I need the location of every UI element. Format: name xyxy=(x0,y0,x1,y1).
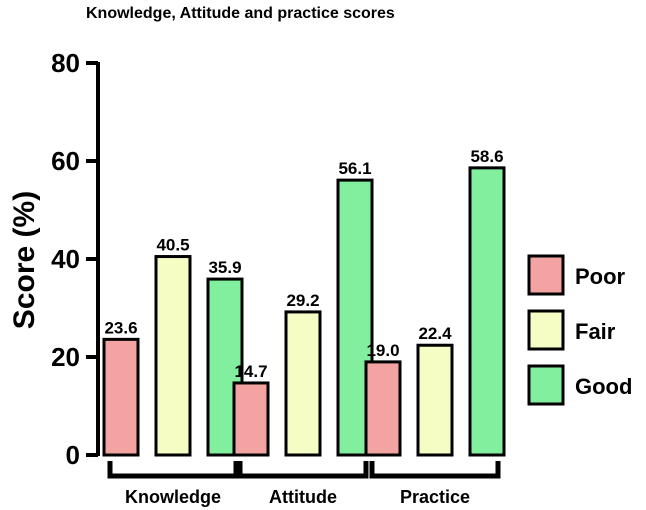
bars: 23.6 40.5 35.9 14.7 29.2 56.1 19.0 22.4 58.6 xyxy=(102,147,506,457)
bar-poor xyxy=(102,337,140,457)
legend: Poor Fair Good xyxy=(527,254,632,406)
data-label: 56.1 xyxy=(338,159,371,178)
y-tick-label: 0 xyxy=(66,440,80,470)
category-bracket xyxy=(369,461,501,479)
y-axis-label: Score (%) xyxy=(8,191,41,329)
legend-label-poor: Poor xyxy=(575,264,626,289)
bar-poor xyxy=(364,360,402,457)
data-label: 22.4 xyxy=(418,324,452,343)
chart-title: Knowledge, Attitude and practice scores xyxy=(86,5,395,22)
bar-fair xyxy=(154,255,192,457)
category-bracket xyxy=(107,461,239,479)
bar-fair xyxy=(416,343,454,457)
bar-good xyxy=(468,166,506,457)
legend-swatch-poor xyxy=(527,254,565,296)
data-label: 23.6 xyxy=(104,318,137,337)
bar-fair xyxy=(284,310,322,457)
y-axis: 0 20 40 60 80 xyxy=(51,48,100,470)
y-tick-label: 20 xyxy=(51,342,80,372)
data-label: 35.9 xyxy=(208,258,241,277)
data-label: 40.5 xyxy=(156,236,189,255)
legend-swatch-good xyxy=(527,364,565,406)
category-bracket xyxy=(237,461,369,479)
legend-swatch-fair xyxy=(527,309,565,351)
legend-label-fair: Fair xyxy=(575,319,616,344)
x-category-label: Knowledge xyxy=(125,487,221,507)
x-category-label: Practice xyxy=(400,487,470,507)
bar-poor xyxy=(232,381,270,457)
data-label: 14.7 xyxy=(234,362,267,381)
data-label: 19.0 xyxy=(366,341,399,360)
y-tick-label: 60 xyxy=(51,146,80,176)
y-tick-label: 40 xyxy=(51,244,80,274)
y-tick-label: 80 xyxy=(51,48,80,78)
x-category-label: Attitude xyxy=(269,487,337,507)
data-label: 58.6 xyxy=(470,147,503,166)
legend-label-good: Good xyxy=(575,374,632,399)
category-brackets: Knowledge Attitude Practice xyxy=(107,461,501,507)
data-label: 29.2 xyxy=(286,291,319,310)
